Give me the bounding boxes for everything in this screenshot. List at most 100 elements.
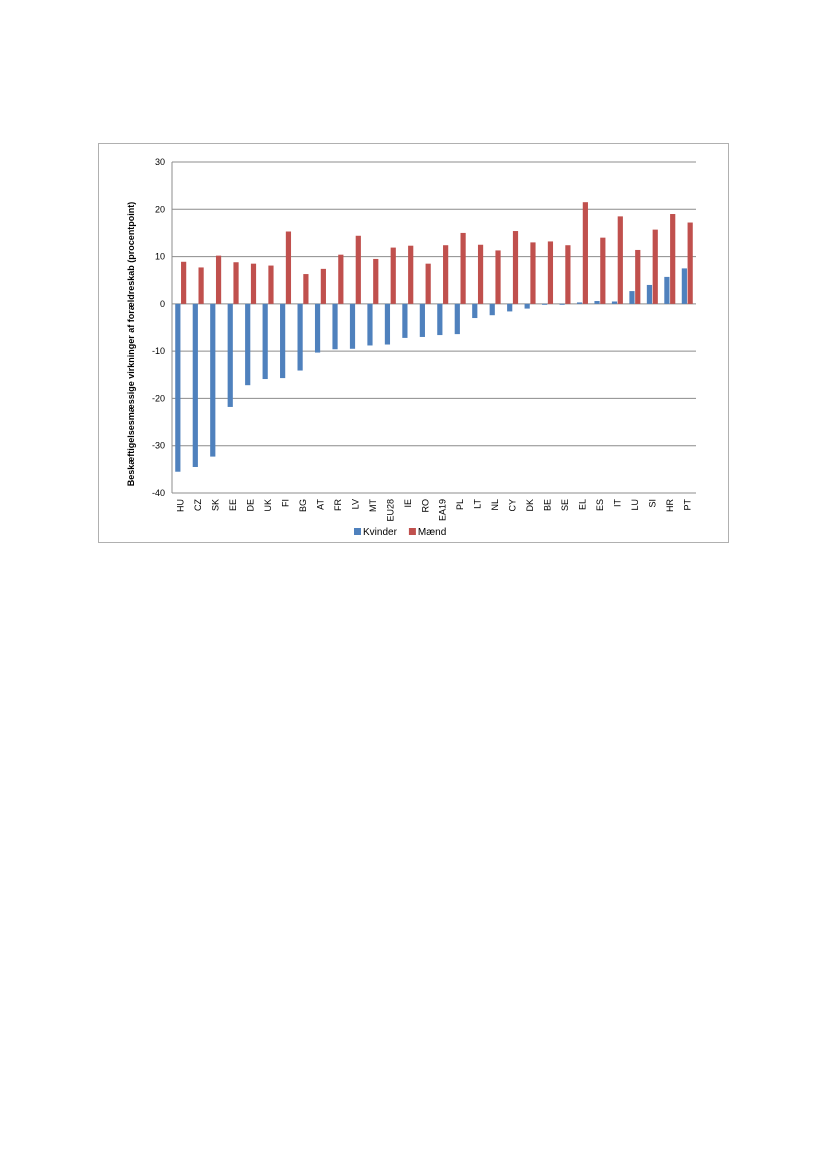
y-tick-label: 30 — [155, 157, 165, 167]
x-tick-label: BE — [543, 499, 553, 511]
bar-mnd-cy — [512, 231, 519, 304]
bar-kvinder-mt — [367, 303, 373, 346]
employment-effect-chart: 30 20 10 0 -10 -20 -30 -40 HU CZ SK EE DE UK FI BG AT FR… — [126, 157, 696, 538]
bar-mnd-ro — [425, 263, 431, 304]
legend-swatch — [354, 528, 361, 535]
y-tick-label: -20 — [152, 393, 165, 403]
x-tick-label: BG — [298, 499, 308, 512]
bar-mnd-dk — [530, 242, 536, 304]
bar-kvinder-ie — [402, 303, 408, 338]
bar-mnd-si — [652, 229, 658, 304]
y-tick-label: -30 — [152, 441, 165, 451]
bar-kvinder-hr — [664, 276, 670, 304]
bar-mnd-se — [565, 245, 571, 304]
bar-mnd-ee — [233, 262, 239, 304]
bar-kvinder-be — [542, 303, 548, 305]
x-tick-label: AT — [315, 499, 325, 510]
bar-kvinder-ea19 — [437, 303, 443, 336]
x-tick-label: CZ — [193, 499, 203, 511]
y-tick-labels: 30 20 10 0 -10 -20 -30 -40 — [152, 157, 165, 498]
bar-kvinder-nl — [489, 303, 495, 316]
bar-kvinder-cz — [192, 303, 198, 467]
x-tick-label: MT — [368, 499, 378, 512]
x-tick-label: PT — [682, 499, 692, 511]
bar-kvinder-si — [646, 284, 653, 304]
bar-mnd-mt — [373, 258, 379, 304]
bar-mnd-sk — [215, 255, 222, 304]
bar-kvinder-uk — [262, 303, 268, 380]
x-tick-label: CY — [508, 499, 518, 512]
bar-kvinder-dk — [524, 303, 530, 309]
bar-mnd-bg — [303, 274, 309, 304]
x-tick-label: SE — [560, 499, 570, 511]
bar-mnd-fi — [285, 231, 292, 304]
x-tick-label: HU — [176, 499, 186, 512]
y-tick-label: -10 — [152, 346, 165, 356]
bar-kvinder-cy — [507, 303, 513, 312]
bar-mnd-pl — [460, 232, 466, 304]
bar-mnd-uk — [268, 265, 274, 304]
x-tick-label: DK — [525, 499, 535, 512]
x-tick-label: LT — [473, 499, 483, 509]
bar-mnd-eu28 — [390, 247, 396, 304]
y-tick-label: 10 — [155, 252, 165, 262]
x-tick-label: DE — [246, 499, 256, 512]
bar-mnd-de — [250, 263, 257, 304]
bar-mnd-ie — [408, 245, 414, 304]
x-tick-label: UK — [263, 499, 273, 512]
x-tick-label: RO — [420, 499, 430, 513]
bar-kvinder-hu — [175, 303, 181, 472]
x-tick-label: EA19 — [438, 499, 448, 521]
bar-mnd-cz — [198, 267, 204, 304]
bar-kvinder-lu — [629, 291, 635, 304]
bar-kvinder-fi — [280, 303, 286, 379]
x-tick-label: ES — [595, 499, 605, 511]
x-tick-label: EE — [228, 499, 238, 511]
bar-kvinder-lv — [349, 303, 356, 349]
bar-mnd-es — [600, 237, 606, 304]
chart-container: 30 20 10 0 -10 -20 -30 -40 HU CZ SK EE DE UK FI BG AT FR… — [98, 143, 729, 543]
bar-mnd-hr — [670, 214, 676, 304]
bar-kvinder-pl — [454, 303, 460, 335]
x-tick-label: LV — [350, 499, 360, 509]
bar-mnd-nl — [495, 250, 501, 304]
x-tick-label: FR — [333, 499, 343, 511]
bar-kvinder-bg — [297, 303, 303, 371]
y-tick-label: 20 — [155, 204, 165, 214]
legend: Kvinder Mænd — [354, 527, 446, 538]
x-tick-label: HR — [665, 499, 675, 512]
bar-kvinder-ee — [227, 303, 233, 407]
x-tick-label: SI — [647, 499, 657, 508]
x-tick-label: LU — [630, 499, 640, 511]
bar-mnd-lt — [477, 244, 484, 304]
bar-mnd-ea19 — [443, 245, 449, 304]
x-tick-label: EU28 — [385, 499, 395, 522]
bar-mnd-hu — [181, 261, 187, 304]
bar-mnd-el — [582, 202, 588, 304]
x-tick-label: IT — [612, 498, 622, 507]
bar-mnd-it — [617, 216, 623, 304]
bars — [175, 202, 693, 472]
y-axis-label: Beskæftigelsesmæssige virkninger af foræ… — [126, 202, 136, 487]
legend-label: Mænd — [418, 527, 446, 538]
bar-kvinder-el — [576, 302, 583, 304]
x-tick-label: FI — [281, 499, 291, 507]
bar-kvinder-ro — [419, 303, 425, 337]
y-tick-label: 0 — [160, 299, 165, 309]
bar-kvinder-it — [611, 301, 618, 304]
bar-kvinder-pt — [681, 268, 687, 304]
bar-kvinder-lt — [472, 303, 478, 319]
x-tick-label: IE — [403, 499, 413, 508]
bar-kvinder-es — [594, 301, 600, 304]
x-tick-labels: HU CZ SK EE DE UK FI BG AT FR LV MT EU28 IE RO EA19 PL LT… — [176, 498, 693, 521]
x-tick-label: PL — [455, 499, 465, 510]
bar-kvinder-fr — [332, 303, 338, 350]
x-tick-label: NL — [490, 499, 500, 511]
bar-mnd-at — [320, 268, 326, 304]
bar-mnd-fr — [338, 254, 344, 304]
x-tick-label: SK — [211, 499, 221, 511]
bar-mnd-be — [547, 241, 554, 304]
bar-kvinder-de — [245, 303, 251, 386]
bar-kvinder-sk — [210, 303, 216, 457]
bar-mnd-lv — [355, 235, 361, 304]
